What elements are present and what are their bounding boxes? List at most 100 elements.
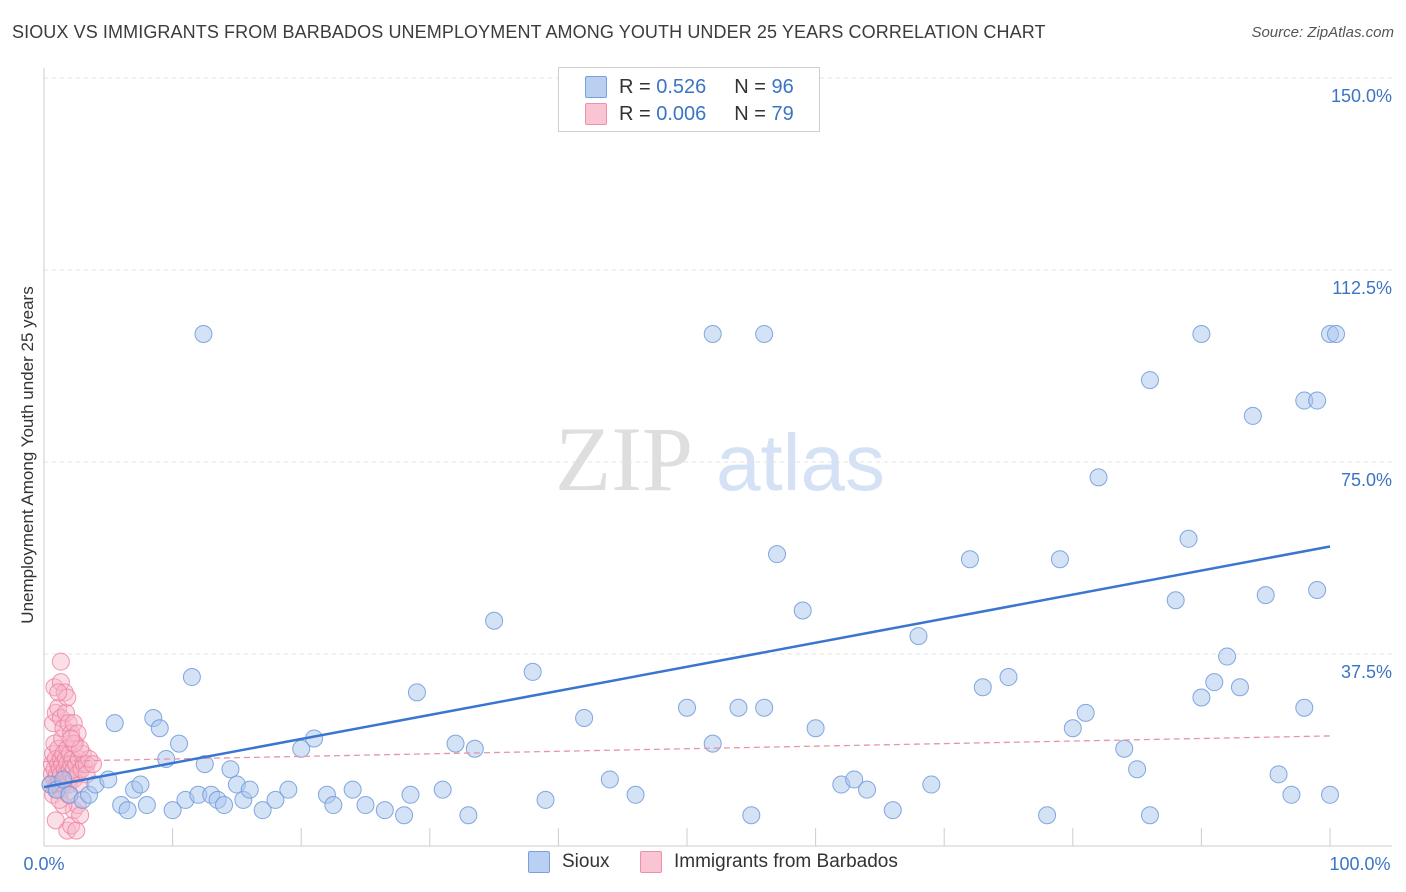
sioux-point bbox=[395, 806, 414, 825]
sioux-point bbox=[1192, 688, 1211, 707]
barbados-point bbox=[51, 652, 70, 671]
sioux-point bbox=[459, 806, 478, 825]
barbados-point bbox=[57, 703, 76, 722]
sioux-point bbox=[742, 806, 761, 825]
sioux-point bbox=[194, 325, 213, 343]
tick-labels: 37.5% 75.0% 112.5% 150.0% 0.0% 100.0% bbox=[23, 86, 1392, 874]
sioux-point bbox=[407, 683, 426, 702]
sioux-points bbox=[41, 325, 1345, 825]
sioux-point bbox=[1115, 739, 1134, 758]
barbados-swatch-icon bbox=[585, 103, 607, 125]
barbados-swatch-icon bbox=[640, 851, 662, 873]
sioux-point bbox=[1327, 325, 1345, 343]
sioux-point bbox=[1089, 468, 1108, 487]
sioux-point bbox=[1192, 325, 1211, 343]
sioux-point bbox=[105, 714, 124, 733]
r-value: 0.006 bbox=[656, 102, 707, 125]
sioux-point bbox=[266, 790, 285, 809]
sioux-point bbox=[626, 785, 645, 804]
sioux-point bbox=[131, 775, 150, 794]
sioux-point bbox=[703, 734, 722, 753]
sioux-point bbox=[768, 545, 787, 564]
sioux-point bbox=[1128, 760, 1147, 779]
n-value: 96 bbox=[771, 75, 794, 98]
sioux-point bbox=[485, 611, 504, 630]
source-label: Source: ZipAtlas.com bbox=[1251, 24, 1394, 41]
sioux-point bbox=[1295, 698, 1314, 717]
sioux-point bbox=[221, 760, 240, 779]
watermark-zip: ZIP bbox=[555, 408, 693, 510]
sioux-point bbox=[883, 801, 902, 820]
sioux-point bbox=[1282, 785, 1301, 804]
sioux-point bbox=[523, 662, 542, 681]
sioux-point bbox=[401, 785, 420, 804]
barbados-point bbox=[67, 821, 86, 840]
sioux-point bbox=[137, 796, 156, 815]
sioux-point bbox=[1243, 406, 1262, 425]
legend-item-barbados: Immigrants from Barbados bbox=[640, 851, 898, 873]
sioux-point bbox=[1308, 581, 1327, 599]
y-tick-label: 112.5% bbox=[1332, 278, 1392, 298]
sioux-point bbox=[1063, 719, 1082, 738]
barbados-point bbox=[51, 673, 70, 692]
r-label: R = bbox=[619, 102, 651, 125]
sioux-point bbox=[858, 780, 877, 799]
trend-lines bbox=[43, 545, 1331, 789]
r-value: 0.526 bbox=[656, 75, 707, 98]
barbados-trend-line bbox=[43, 735, 1331, 763]
sioux-point bbox=[1218, 647, 1237, 666]
legend-item-sioux: Sioux bbox=[528, 851, 610, 873]
barbados-point bbox=[71, 739, 90, 758]
y-tick-label: 75.0% bbox=[1341, 470, 1392, 490]
grid bbox=[44, 77, 1392, 655]
sioux-point bbox=[793, 601, 812, 620]
sioux-point bbox=[922, 775, 941, 794]
sioux-point bbox=[163, 801, 182, 820]
sioux-point bbox=[150, 719, 169, 738]
chart-title: SIOUX VS IMMIGRANTS FROM BARBADOS UNEMPL… bbox=[12, 22, 1046, 42]
sioux-point bbox=[845, 770, 864, 789]
watermark-atlas: atlas bbox=[716, 418, 885, 507]
sioux-point bbox=[324, 796, 343, 815]
y-tick-label: 37.5% bbox=[1341, 662, 1392, 682]
sioux-point bbox=[118, 801, 137, 820]
barbados-point bbox=[62, 729, 81, 748]
barbados-point bbox=[62, 724, 81, 743]
sioux-point bbox=[1038, 806, 1057, 825]
barbados-point bbox=[58, 688, 77, 707]
sioux-point bbox=[600, 770, 619, 789]
sioux-point bbox=[1050, 550, 1069, 569]
sioux-point bbox=[356, 796, 375, 815]
r-label: R = bbox=[619, 75, 651, 98]
sioux-point bbox=[465, 739, 484, 758]
sioux-point bbox=[806, 719, 825, 738]
sioux-point bbox=[1140, 371, 1159, 390]
barbados-point bbox=[84, 755, 103, 774]
sioux-point bbox=[1256, 586, 1275, 605]
barbados-point bbox=[46, 703, 65, 722]
sioux-point bbox=[170, 734, 189, 753]
barbados-point bbox=[77, 755, 96, 774]
sioux-swatch-icon bbox=[585, 76, 607, 98]
sioux-point bbox=[755, 325, 774, 343]
watermark: ZIP atlas bbox=[555, 408, 885, 510]
sioux-point bbox=[703, 325, 722, 343]
barbados-point bbox=[59, 714, 78, 733]
sioux-point bbox=[1179, 529, 1198, 548]
legend-label-barbados: Immigrants from Barbados bbox=[674, 851, 898, 872]
sioux-point bbox=[729, 698, 748, 717]
legend-row-barbados: R = 0.006 N = 79 bbox=[585, 101, 794, 127]
sioux-point bbox=[215, 796, 234, 815]
sioux-point bbox=[909, 627, 928, 646]
sioux-point bbox=[240, 780, 259, 799]
x-tick-label-max: 100.0% bbox=[1329, 854, 1390, 874]
n-label: N = bbox=[734, 75, 766, 98]
axes bbox=[43, 68, 1392, 847]
barbados-point bbox=[64, 714, 83, 733]
sioux-point bbox=[1269, 765, 1288, 784]
sioux-point bbox=[182, 668, 201, 687]
sioux-point bbox=[1166, 591, 1185, 610]
sioux-point bbox=[973, 678, 992, 697]
sioux-point bbox=[999, 668, 1018, 687]
sioux-point bbox=[433, 780, 452, 799]
